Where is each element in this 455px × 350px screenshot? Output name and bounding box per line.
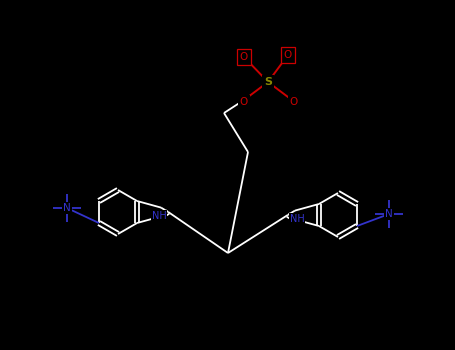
Text: N: N xyxy=(385,209,393,219)
Text: O: O xyxy=(290,97,298,107)
Text: N: N xyxy=(63,203,71,213)
Text: NH: NH xyxy=(152,211,167,220)
Text: NH: NH xyxy=(289,214,304,224)
Text: O: O xyxy=(240,97,248,107)
Text: S: S xyxy=(264,77,272,87)
Text: O: O xyxy=(240,52,248,62)
Text: O: O xyxy=(284,50,292,60)
